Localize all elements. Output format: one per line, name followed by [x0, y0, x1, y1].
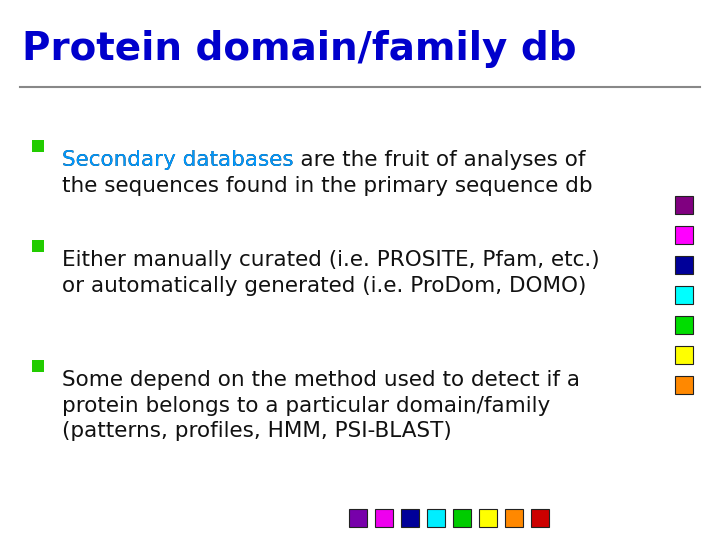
Bar — [675, 346, 693, 364]
Bar — [427, 509, 445, 527]
Bar — [32, 140, 44, 152]
Text: Either manually curated (i.e. PROSITE, Pfam, etc.)
or automatically generated (i: Either manually curated (i.e. PROSITE, P… — [62, 250, 600, 295]
Bar — [675, 226, 693, 244]
Bar — [349, 509, 367, 527]
Bar — [375, 509, 393, 527]
Bar — [32, 360, 44, 372]
Text: Secondary databases: Secondary databases — [62, 150, 294, 170]
Bar — [453, 509, 471, 527]
Bar — [479, 509, 497, 527]
Text: Protein domain/family db: Protein domain/family db — [22, 30, 577, 68]
Text: Some depend on the method used to detect if a
protein belongs to a particular do: Some depend on the method used to detect… — [62, 370, 580, 441]
Bar — [675, 256, 693, 274]
Bar — [401, 509, 419, 527]
Bar — [675, 316, 693, 334]
Bar — [32, 240, 44, 252]
Bar — [675, 376, 693, 394]
Bar — [531, 509, 549, 527]
Bar — [675, 196, 693, 214]
Bar — [675, 286, 693, 304]
Text: Secondary databases are the fruit of analyses of
the sequences found in the prim: Secondary databases are the fruit of ana… — [62, 150, 593, 195]
Bar — [505, 509, 523, 527]
